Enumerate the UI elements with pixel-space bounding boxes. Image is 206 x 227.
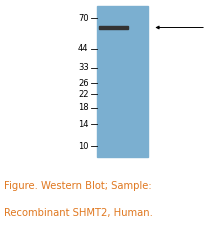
Text: 70: 70 — [78, 14, 89, 23]
Text: Recombinant SHMT2, Human.: Recombinant SHMT2, Human. — [4, 208, 153, 218]
Bar — [99, 26, 128, 29]
Text: 26: 26 — [78, 79, 89, 88]
Text: 33: 33 — [78, 63, 89, 72]
Text: 44: 44 — [78, 44, 89, 53]
Text: 14: 14 — [78, 120, 89, 129]
Text: Figure. Western Blot; Sample:: Figure. Western Blot; Sample: — [4, 181, 152, 191]
Text: kDa: kDa — [74, 0, 91, 2]
Bar — [97, 6, 148, 157]
Text: 18: 18 — [78, 103, 89, 112]
Text: 22: 22 — [78, 90, 89, 99]
Text: 10: 10 — [78, 142, 89, 151]
